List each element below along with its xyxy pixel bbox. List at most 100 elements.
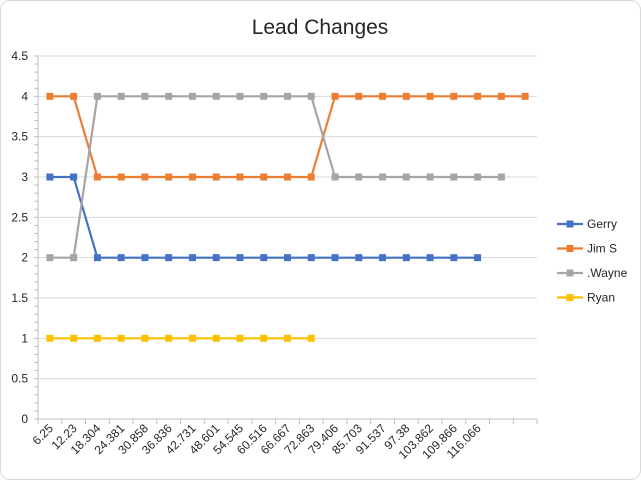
data-point	[260, 334, 268, 342]
data-point	[260, 173, 268, 181]
data-point	[141, 334, 149, 342]
data-point	[117, 334, 125, 342]
data-point	[236, 334, 244, 342]
data-point	[117, 254, 125, 262]
legend-label: Gerry	[587, 217, 617, 231]
data-point	[331, 173, 339, 181]
data-point	[165, 334, 173, 342]
gridlines	[38, 55, 537, 420]
data-point	[521, 92, 529, 100]
data-point	[307, 254, 315, 262]
data-point	[141, 254, 149, 262]
data-point	[46, 254, 54, 262]
data-point	[426, 173, 434, 181]
data-point	[93, 334, 101, 342]
series-jims	[46, 92, 529, 181]
legend: Gerry Jim S .Wayne Ryan	[557, 217, 628, 305]
data-point	[450, 173, 458, 181]
data-point	[188, 173, 196, 181]
data-point	[426, 254, 434, 262]
data-point	[284, 173, 291, 181]
data-point	[307, 173, 315, 181]
data-point	[402, 173, 410, 181]
data-point	[307, 92, 315, 100]
data-point	[497, 92, 505, 100]
data-point	[355, 173, 363, 181]
y-tick-label: 2	[21, 251, 28, 265]
y-tick-label: 4	[21, 89, 28, 103]
data-point	[379, 173, 387, 181]
data-point	[70, 92, 78, 100]
data-point	[260, 254, 268, 262]
series-gerry	[46, 173, 482, 262]
data-point	[284, 334, 291, 342]
data-point	[474, 173, 482, 181]
data-point	[212, 92, 220, 100]
data-point	[355, 254, 363, 262]
data-point	[450, 254, 458, 262]
data-point	[307, 334, 315, 342]
data-point	[212, 173, 220, 181]
legend-item: Ryan	[557, 291, 615, 305]
data-point	[165, 254, 173, 262]
data-point	[188, 92, 196, 100]
chart-title: Lead Changes	[252, 16, 389, 39]
data-point	[70, 173, 78, 181]
data-point	[46, 92, 54, 100]
data-point	[497, 173, 505, 181]
data-point	[165, 173, 173, 181]
legend-label: Ryan	[587, 291, 615, 305]
data-point	[331, 254, 339, 262]
legend-swatch-marker	[566, 220, 574, 228]
data-point	[426, 92, 434, 100]
data-point	[117, 92, 125, 100]
data-point	[355, 92, 363, 100]
data-point	[212, 254, 220, 262]
y-tick-label: 0	[21, 412, 28, 426]
legend-item: .Wayne	[557, 266, 628, 280]
x-axis: 6.2512.2318.30424.38130.85836.83642.7314…	[30, 418, 538, 462]
y-tick-label: 1.5	[11, 291, 28, 305]
y-axis: 0 0.5 1 1.5 2 2.5 3 3.5 4 4.5	[11, 49, 39, 426]
y-tick-label: 4.5	[11, 49, 28, 63]
data-point	[450, 92, 458, 100]
data-point	[474, 254, 482, 262]
data-point	[379, 254, 387, 262]
data-point	[331, 92, 339, 100]
data-point	[93, 254, 101, 262]
legend-item: Jim S	[557, 242, 617, 256]
data-point	[141, 92, 149, 100]
data-point	[236, 173, 244, 181]
legend-label: .Wayne	[587, 266, 628, 280]
data-point	[260, 92, 268, 100]
data-point	[474, 92, 482, 100]
data-point	[212, 334, 220, 342]
data-point	[284, 92, 291, 100]
data-point	[141, 173, 149, 181]
data-point	[70, 254, 78, 262]
series-wayne	[46, 92, 505, 262]
data-point	[236, 254, 244, 262]
data-point	[165, 92, 173, 100]
data-point	[93, 92, 101, 100]
data-point	[236, 92, 244, 100]
data-point	[46, 173, 54, 181]
y-tick-label: 3.5	[11, 130, 28, 144]
legend-swatch-marker	[566, 269, 574, 277]
y-tick-label: 2.5	[11, 210, 28, 224]
y-tick-label: 1	[21, 331, 28, 345]
y-tick-label: 3	[21, 170, 28, 184]
data-point	[188, 254, 196, 262]
legend-swatch-marker	[566, 294, 574, 301]
data-point	[117, 173, 125, 181]
data-point	[93, 173, 101, 181]
legend-swatch-marker	[566, 245, 574, 252]
series-group	[46, 92, 529, 342]
series-ryan	[46, 334, 315, 342]
series-line	[49, 95, 502, 259]
legend-label: Jim S	[587, 242, 617, 256]
legend-item: Gerry	[557, 217, 617, 231]
data-point	[379, 92, 387, 100]
